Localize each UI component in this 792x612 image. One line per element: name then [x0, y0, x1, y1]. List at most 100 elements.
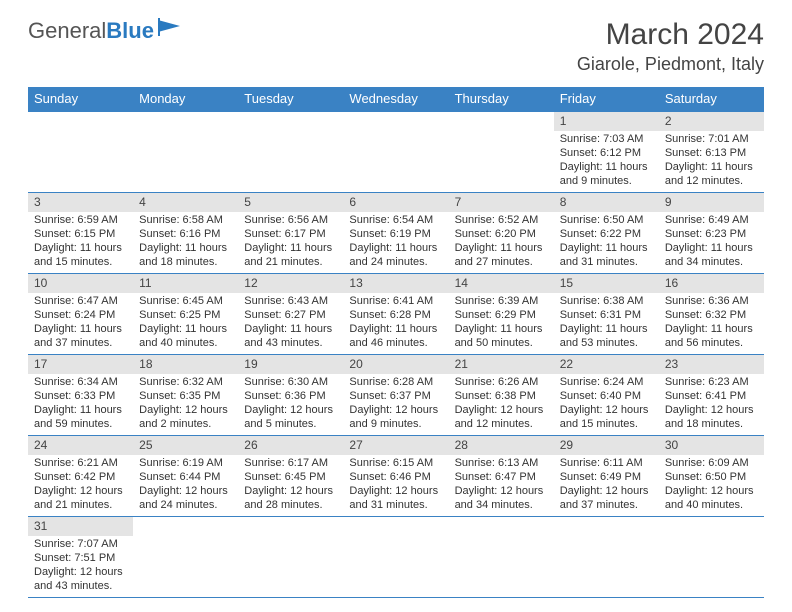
- daylight-text: Daylight: 11 hours and 37 minutes.: [34, 323, 127, 351]
- day-number: 26: [238, 436, 343, 455]
- day-body: Sunrise: 6:17 AMSunset: 6:45 PMDaylight:…: [238, 455, 343, 515]
- empty-cell: [554, 517, 659, 597]
- day-body: Sunrise: 6:50 AMSunset: 6:22 PMDaylight:…: [554, 212, 659, 272]
- sunset-text: Sunset: 6:50 PM: [665, 471, 758, 485]
- day-number: 31: [28, 517, 133, 536]
- brand-part2: Blue: [106, 18, 154, 43]
- sunset-text: Sunset: 6:35 PM: [139, 390, 232, 404]
- day-cell: 11Sunrise: 6:45 AMSunset: 6:25 PMDayligh…: [133, 274, 238, 354]
- day-cell: 26Sunrise: 6:17 AMSunset: 6:45 PMDayligh…: [238, 436, 343, 516]
- day-body: Sunrise: 6:38 AMSunset: 6:31 PMDaylight:…: [554, 293, 659, 353]
- week-row: 17Sunrise: 6:34 AMSunset: 6:33 PMDayligh…: [28, 355, 764, 436]
- weekday-header: Monday: [133, 87, 238, 112]
- weekday-header: Saturday: [659, 87, 764, 112]
- day-number: 15: [554, 274, 659, 293]
- day-number: 23: [659, 355, 764, 374]
- day-number: 10: [28, 274, 133, 293]
- day-number: 8: [554, 193, 659, 212]
- sunrise-text: Sunrise: 6:59 AM: [34, 214, 127, 228]
- weekday-header-row: SundayMondayTuesdayWednesdayThursdayFrid…: [28, 87, 764, 112]
- brand-part1: General: [28, 18, 106, 43]
- day-number: 6: [343, 193, 448, 212]
- sunrise-text: Sunrise: 6:39 AM: [455, 295, 548, 309]
- empty-cell: [133, 517, 238, 597]
- day-cell: 28Sunrise: 6:13 AMSunset: 6:47 PMDayligh…: [449, 436, 554, 516]
- day-cell: 17Sunrise: 6:34 AMSunset: 6:33 PMDayligh…: [28, 355, 133, 435]
- sunrise-text: Sunrise: 6:54 AM: [349, 214, 442, 228]
- day-body: Sunrise: 6:47 AMSunset: 6:24 PMDaylight:…: [28, 293, 133, 353]
- sunset-text: Sunset: 6:20 PM: [455, 228, 548, 242]
- daylight-text: Daylight: 12 hours and 34 minutes.: [455, 485, 548, 513]
- day-body: Sunrise: 6:58 AMSunset: 6:16 PMDaylight:…: [133, 212, 238, 272]
- day-cell: 16Sunrise: 6:36 AMSunset: 6:32 PMDayligh…: [659, 274, 764, 354]
- sunset-text: Sunset: 6:12 PM: [560, 147, 653, 161]
- empty-cell: .: [449, 112, 554, 192]
- day-number: 17: [28, 355, 133, 374]
- day-number: 2: [659, 112, 764, 131]
- weekday-header: Thursday: [449, 87, 554, 112]
- day-cell: 18Sunrise: 6:32 AMSunset: 6:35 PMDayligh…: [133, 355, 238, 435]
- daylight-text: Daylight: 11 hours and 15 minutes.: [34, 242, 127, 270]
- daylight-text: Daylight: 11 hours and 18 minutes.: [139, 242, 232, 270]
- day-number: 16: [659, 274, 764, 293]
- day-cell: 4Sunrise: 6:58 AMSunset: 6:16 PMDaylight…: [133, 193, 238, 273]
- sunset-text: Sunset: 7:51 PM: [34, 552, 127, 566]
- daylight-text: Daylight: 11 hours and 40 minutes.: [139, 323, 232, 351]
- day-cell: 24Sunrise: 6:21 AMSunset: 6:42 PMDayligh…: [28, 436, 133, 516]
- sunrise-text: Sunrise: 6:38 AM: [560, 295, 653, 309]
- empty-cell: [238, 517, 343, 597]
- day-body: Sunrise: 6:45 AMSunset: 6:25 PMDaylight:…: [133, 293, 238, 353]
- day-body: Sunrise: 6:19 AMSunset: 6:44 PMDaylight:…: [133, 455, 238, 515]
- daylight-text: Daylight: 12 hours and 18 minutes.: [665, 404, 758, 432]
- sunset-text: Sunset: 6:28 PM: [349, 309, 442, 323]
- sunset-text: Sunset: 6:25 PM: [139, 309, 232, 323]
- day-body: Sunrise: 6:34 AMSunset: 6:33 PMDaylight:…: [28, 374, 133, 434]
- sunset-text: Sunset: 6:38 PM: [455, 390, 548, 404]
- day-cell: 8Sunrise: 6:50 AMSunset: 6:22 PMDaylight…: [554, 193, 659, 273]
- day-number: 14: [449, 274, 554, 293]
- sunrise-text: Sunrise: 6:28 AM: [349, 376, 442, 390]
- sunset-text: Sunset: 6:16 PM: [139, 228, 232, 242]
- day-cell: 7Sunrise: 6:52 AMSunset: 6:20 PMDaylight…: [449, 193, 554, 273]
- day-number: 27: [343, 436, 448, 455]
- daylight-text: Daylight: 11 hours and 56 minutes.: [665, 323, 758, 351]
- sunset-text: Sunset: 6:40 PM: [560, 390, 653, 404]
- day-cell: 14Sunrise: 6:39 AMSunset: 6:29 PMDayligh…: [449, 274, 554, 354]
- day-body: Sunrise: 6:39 AMSunset: 6:29 PMDaylight:…: [449, 293, 554, 353]
- day-number: 13: [343, 274, 448, 293]
- daylight-text: Daylight: 11 hours and 9 minutes.: [560, 161, 653, 189]
- day-body: Sunrise: 6:52 AMSunset: 6:20 PMDaylight:…: [449, 212, 554, 272]
- day-body: Sunrise: 6:09 AMSunset: 6:50 PMDaylight:…: [659, 455, 764, 515]
- day-body: Sunrise: 6:28 AMSunset: 6:37 PMDaylight:…: [343, 374, 448, 434]
- daylight-text: Daylight: 11 hours and 50 minutes.: [455, 323, 548, 351]
- sunset-text: Sunset: 6:46 PM: [349, 471, 442, 485]
- day-body: Sunrise: 6:24 AMSunset: 6:40 PMDaylight:…: [554, 374, 659, 434]
- daylight-text: Daylight: 12 hours and 21 minutes.: [34, 485, 127, 513]
- weekday-header: Friday: [554, 87, 659, 112]
- sunrise-text: Sunrise: 6:19 AM: [139, 457, 232, 471]
- sunset-text: Sunset: 6:42 PM: [34, 471, 127, 485]
- day-cell: 22Sunrise: 6:24 AMSunset: 6:40 PMDayligh…: [554, 355, 659, 435]
- sunrise-text: Sunrise: 6:13 AM: [455, 457, 548, 471]
- calendar-grid: SundayMondayTuesdayWednesdayThursdayFrid…: [28, 87, 764, 598]
- sunrise-text: Sunrise: 6:23 AM: [665, 376, 758, 390]
- sunrise-text: Sunrise: 6:50 AM: [560, 214, 653, 228]
- day-body: Sunrise: 6:59 AMSunset: 6:15 PMDaylight:…: [28, 212, 133, 272]
- day-body: Sunrise: 7:01 AMSunset: 6:13 PMDaylight:…: [659, 131, 764, 191]
- daylight-text: Daylight: 12 hours and 40 minutes.: [665, 485, 758, 513]
- sunset-text: Sunset: 6:41 PM: [665, 390, 758, 404]
- day-body: Sunrise: 6:21 AMSunset: 6:42 PMDaylight:…: [28, 455, 133, 515]
- daylight-text: Daylight: 11 hours and 31 minutes.: [560, 242, 653, 270]
- sunset-text: Sunset: 6:23 PM: [665, 228, 758, 242]
- day-number: 12: [238, 274, 343, 293]
- weekday-header: Tuesday: [238, 87, 343, 112]
- day-cell: 3Sunrise: 6:59 AMSunset: 6:15 PMDaylight…: [28, 193, 133, 273]
- weekday-header: Wednesday: [343, 87, 448, 112]
- day-number: 11: [133, 274, 238, 293]
- location: Giarole, Piedmont, Italy: [577, 54, 764, 75]
- daylight-text: Daylight: 12 hours and 37 minutes.: [560, 485, 653, 513]
- sunset-text: Sunset: 6:45 PM: [244, 471, 337, 485]
- daylight-text: Daylight: 12 hours and 28 minutes.: [244, 485, 337, 513]
- sunrise-text: Sunrise: 7:01 AM: [665, 133, 758, 147]
- empty-cell: [343, 517, 448, 597]
